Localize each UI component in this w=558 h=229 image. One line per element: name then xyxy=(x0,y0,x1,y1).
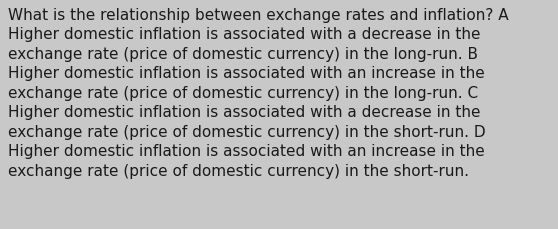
Text: What is the relationship between exchange rates and inflation? A
Higher domestic: What is the relationship between exchang… xyxy=(8,8,509,178)
